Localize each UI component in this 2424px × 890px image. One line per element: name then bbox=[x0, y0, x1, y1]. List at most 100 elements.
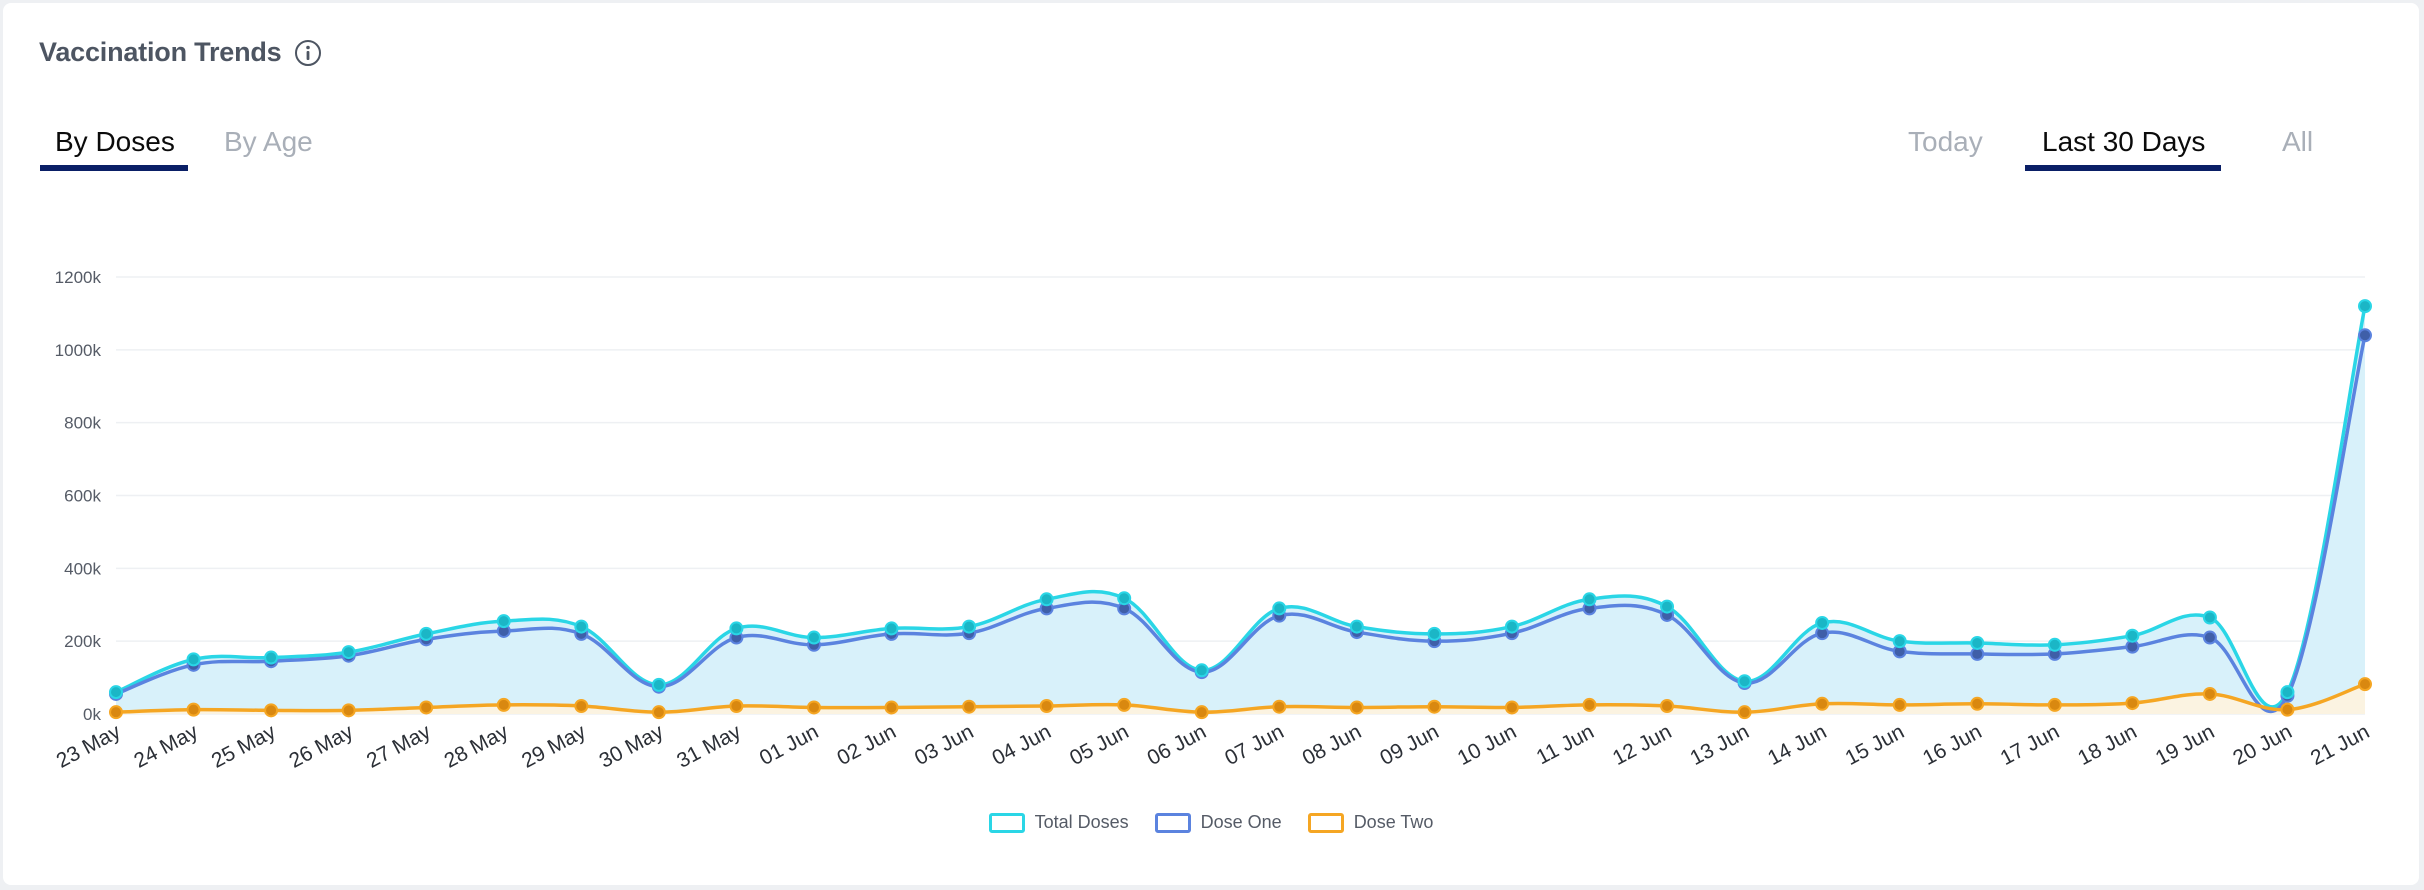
dose-two-point bbox=[962, 699, 977, 714]
total-doses-point bbox=[729, 621, 744, 636]
card-title: Vaccination Trends bbox=[39, 37, 282, 67]
total-doses-point bbox=[419, 626, 434, 641]
dose-two-point bbox=[1892, 697, 1907, 712]
total-doses-point bbox=[884, 621, 899, 636]
total-doses-point bbox=[574, 619, 589, 634]
dose-two-point bbox=[341, 703, 356, 718]
x-tick-label: 01 Jun bbox=[756, 720, 822, 770]
tab-all[interactable]: All bbox=[2282, 126, 2314, 157]
total-doses-points bbox=[109, 299, 2372, 700]
legend-item-total-doses[interactable]: Total Doses bbox=[988, 812, 1129, 833]
dose-two-point bbox=[109, 705, 123, 720]
dose-two-point bbox=[2047, 697, 2062, 712]
total-doses-point bbox=[1272, 601, 1287, 616]
total-doses-point bbox=[2202, 610, 2217, 625]
x-tick-label: 21 Jun bbox=[2307, 720, 2373, 770]
x-tick-label: 16 Jun bbox=[1919, 720, 1985, 770]
total-doses-point bbox=[1582, 592, 1597, 607]
legend-item-dose-one[interactable]: Dose One bbox=[1154, 812, 1282, 833]
total-doses-point bbox=[1892, 634, 1907, 649]
dose-two-point bbox=[884, 700, 899, 715]
y-tick-label: 400k bbox=[64, 559, 101, 578]
x-tick-label: 19 Jun bbox=[2152, 720, 2218, 770]
y-tick-label: 800k bbox=[64, 414, 101, 433]
x-tick-label: 29 May bbox=[518, 720, 590, 773]
legend-item-dose-two[interactable]: Dose Two bbox=[1307, 812, 1434, 833]
x-tick-label: 18 Jun bbox=[2074, 720, 2140, 770]
dose-one-point bbox=[2358, 328, 2372, 343]
tab-last-30-days[interactable]: Last 30 Days bbox=[2042, 126, 2206, 157]
dose-two-point bbox=[2202, 686, 2217, 701]
y-tick-label: 1200k bbox=[55, 268, 102, 287]
dose-two-point bbox=[1194, 705, 1209, 720]
tab-by-age[interactable]: By Age bbox=[224, 126, 313, 157]
total-doses-point bbox=[962, 619, 977, 634]
legend-label-dose-two: Dose Two bbox=[1353, 812, 1434, 832]
legend-label-total-doses: Total Doses bbox=[1034, 812, 1129, 832]
dose-two-point bbox=[419, 700, 434, 715]
dose-two-point bbox=[264, 703, 279, 718]
dose-two-point bbox=[729, 698, 744, 713]
total-doses-point bbox=[2047, 637, 2062, 652]
y-tick-label: 600k bbox=[64, 487, 101, 506]
dose-two-points bbox=[109, 677, 2372, 720]
x-tick-label: 28 May bbox=[440, 720, 512, 773]
total-doses-point bbox=[2125, 628, 2140, 643]
tab-by-doses-underline bbox=[40, 165, 188, 171]
total-doses-point bbox=[1660, 599, 1675, 614]
dose-one-point bbox=[2202, 630, 2217, 645]
total-doses-point bbox=[1117, 591, 1132, 606]
y-tick-label: 200k bbox=[64, 632, 101, 651]
dose-two-point bbox=[496, 697, 511, 712]
x-tick-label: 06 Jun bbox=[1144, 720, 1210, 770]
total-doses-point bbox=[1427, 626, 1442, 641]
dose-two-point bbox=[2280, 702, 2295, 717]
total-doses-point bbox=[1815, 615, 1830, 630]
legend-label-dose-one: Dose One bbox=[1200, 812, 1282, 832]
dose-two-point bbox=[1582, 697, 1597, 712]
dose-two-point bbox=[1427, 699, 1442, 714]
dose-two-point bbox=[1349, 700, 1364, 715]
total-doses-point bbox=[186, 652, 201, 667]
dose-two-point bbox=[186, 702, 201, 717]
info-icon[interactable] bbox=[294, 39, 322, 67]
tab-by-doses[interactable]: By Doses bbox=[55, 126, 175, 157]
x-tick-label: 26 May bbox=[285, 720, 357, 773]
x-tick-label: 20 Jun bbox=[2229, 720, 2295, 770]
total-doses-point bbox=[806, 630, 821, 645]
dose-two-point bbox=[1117, 697, 1132, 712]
total-doses-point bbox=[496, 614, 511, 629]
total-doses-point bbox=[1349, 619, 1364, 634]
x-tick-label: 14 Jun bbox=[1764, 720, 1830, 770]
total-doses-point bbox=[2280, 685, 2295, 700]
total-doses-point bbox=[1504, 619, 1519, 634]
x-tick-label: 03 Jun bbox=[911, 720, 977, 770]
total-doses-point bbox=[341, 645, 356, 660]
tab-today[interactable]: Today bbox=[1908, 126, 1983, 157]
x-tick-label: 09 Jun bbox=[1376, 720, 1442, 770]
tab-last-30-days-underline bbox=[2025, 165, 2221, 171]
dose-two-point bbox=[651, 705, 666, 720]
x-axis-labels: 23 May 24 May 25 May 26 May 27 May 28 May 29 M… bbox=[53, 720, 2374, 773]
dose-two-point bbox=[1660, 698, 1675, 713]
x-tick-label: 23 May bbox=[53, 720, 125, 773]
chart-legend: Total Doses Dose One Dose Two bbox=[3, 812, 2419, 833]
dose-two-point bbox=[574, 698, 589, 713]
x-tick-label: 17 Jun bbox=[1997, 720, 2063, 770]
legend-swatch-dose-one bbox=[1154, 812, 1191, 833]
dose-two-point bbox=[1272, 699, 1287, 714]
x-tick-label: 31 May bbox=[673, 720, 745, 773]
x-tick-label: 07 Jun bbox=[1221, 720, 1287, 770]
x-tick-label: 02 Jun bbox=[833, 720, 899, 770]
total-doses-point bbox=[264, 650, 279, 665]
x-tick-label: 13 Jun bbox=[1686, 720, 1752, 770]
total-doses-point bbox=[1039, 592, 1054, 607]
card-header: Vaccination Trends bbox=[39, 37, 322, 68]
dose-two-point bbox=[1737, 705, 1752, 720]
y-tick-label: 0k bbox=[83, 705, 101, 724]
y-tick-label: 1000k bbox=[55, 341, 102, 360]
x-tick-label: 24 May bbox=[130, 720, 202, 773]
dose-two-point bbox=[1039, 698, 1054, 713]
total-doses-point bbox=[109, 685, 123, 700]
x-tick-label: 25 May bbox=[208, 720, 280, 773]
